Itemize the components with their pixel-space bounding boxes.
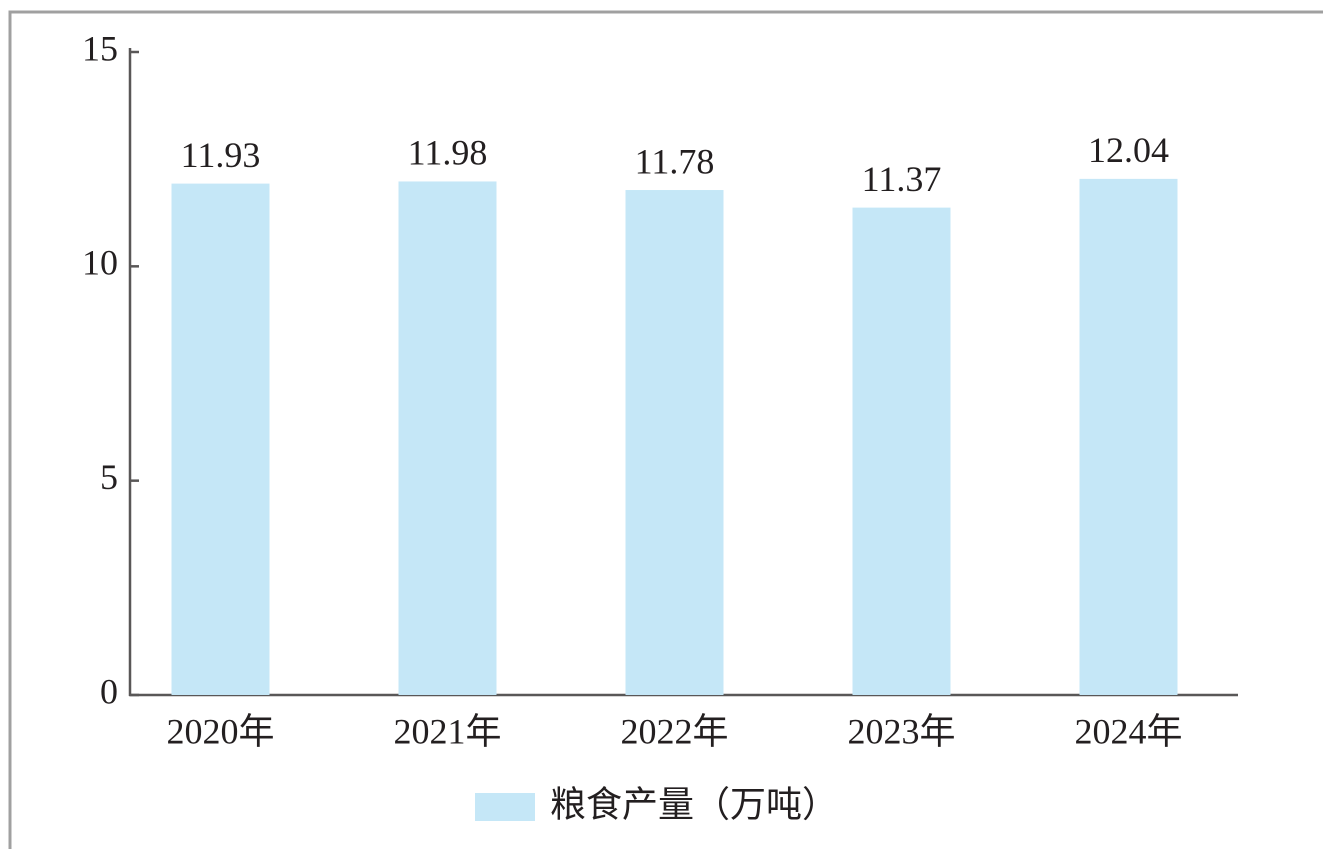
x-tick-label: 2022年 <box>620 711 728 751</box>
bar <box>171 183 270 696</box>
x-tick-label: 2023年 <box>847 711 955 751</box>
data-label: 11.37 <box>862 159 942 199</box>
y-tick-label: 5 <box>100 457 118 497</box>
x-tick-label: 2021年 <box>393 711 501 751</box>
data-label: 12.04 <box>1088 130 1169 170</box>
y-tick-label: 0 <box>100 671 118 711</box>
bar <box>1079 178 1178 696</box>
y-tick-label: 10 <box>82 243 118 283</box>
bar <box>852 207 951 695</box>
y-tick-label: 15 <box>82 28 118 68</box>
legend-swatch <box>475 793 535 821</box>
data-label: 11.78 <box>635 141 715 181</box>
data-label: 11.98 <box>408 133 488 173</box>
x-tick-label: 2024年 <box>1074 711 1182 751</box>
x-tick-label: 2020年 <box>166 711 274 751</box>
bar <box>625 190 724 695</box>
legend-label: 粮食产量（万吨） <box>550 784 838 824</box>
data-label: 11.93 <box>181 135 261 175</box>
frame <box>8 10 1323 849</box>
bar <box>398 181 497 695</box>
